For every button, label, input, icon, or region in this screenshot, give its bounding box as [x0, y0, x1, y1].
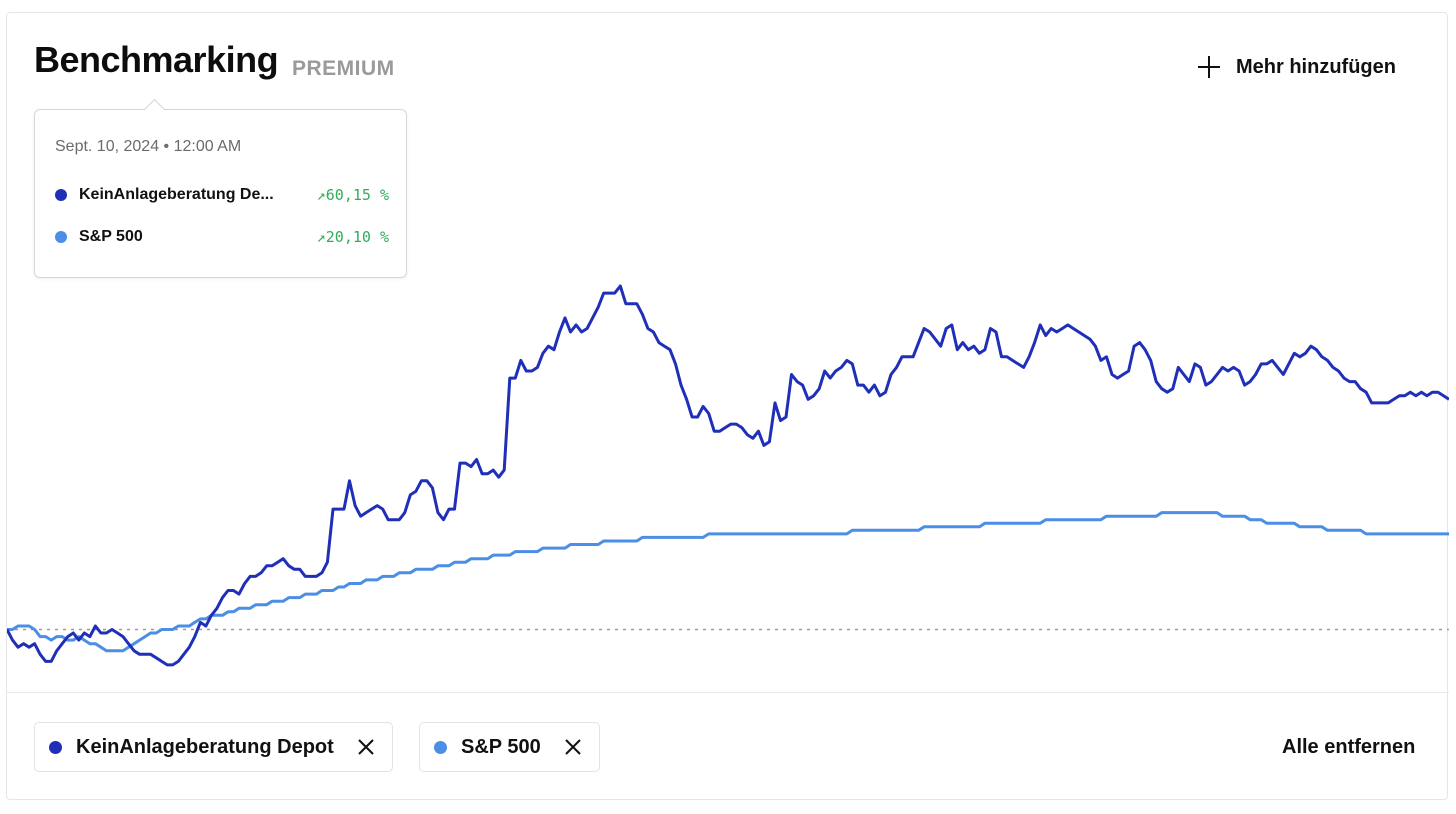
tooltip-series-value: ↗20,10 %: [316, 228, 389, 246]
series-line-depot: [5, 284, 1450, 667]
series-line-sp500: [7, 511, 1449, 653]
tooltip-row-depot: KeinAnlageberatung De... ↗60,15 %: [55, 184, 389, 206]
close-icon[interactable]: [356, 737, 376, 757]
remove-all-button[interactable]: Alle entfernen: [1282, 736, 1416, 758]
add-more-label: Mehr hinzufügen: [1236, 55, 1396, 78]
premium-badge: PREMIUM: [292, 57, 395, 80]
close-icon[interactable]: [563, 737, 583, 757]
plus-icon: [1198, 56, 1220, 78]
tooltip-row-sp500: S&P 500 ↗20,10 %: [55, 226, 389, 248]
tooltip-series-name: KeinAnlageberatung De...: [79, 186, 274, 203]
series-dot-icon: [434, 740, 447, 754]
add-more-button[interactable]: Mehr hinzufügen: [1196, 52, 1396, 82]
chip-label: KeinAnlageberatung Depot: [76, 735, 334, 758]
series-dot-icon: [55, 231, 67, 243]
page-title: Benchmarking: [34, 39, 279, 80]
tooltip-series-name: S&P 500: [79, 228, 143, 245]
chip-label: S&P 500: [461, 735, 541, 758]
chart-divider: [7, 692, 1449, 693]
tooltip-date: Sept. 10, 2024 • 12:00 AM: [55, 138, 242, 155]
benchmark-chart[interactable]: [5, 100, 1450, 692]
series-dot-icon: [55, 189, 67, 201]
tooltip-series-value: ↗60,15 %: [316, 186, 389, 204]
chip-sp500[interactable]: S&P 500: [419, 722, 600, 772]
chart-tooltip: Sept. 10, 2024 • 12:00 AM KeinAnlagebera…: [34, 98, 407, 278]
chip-depot[interactable]: KeinAnlageberatung Depot: [34, 722, 393, 772]
chart-svg[interactable]: [5, 100, 1450, 692]
series-dot-icon: [49, 740, 62, 754]
